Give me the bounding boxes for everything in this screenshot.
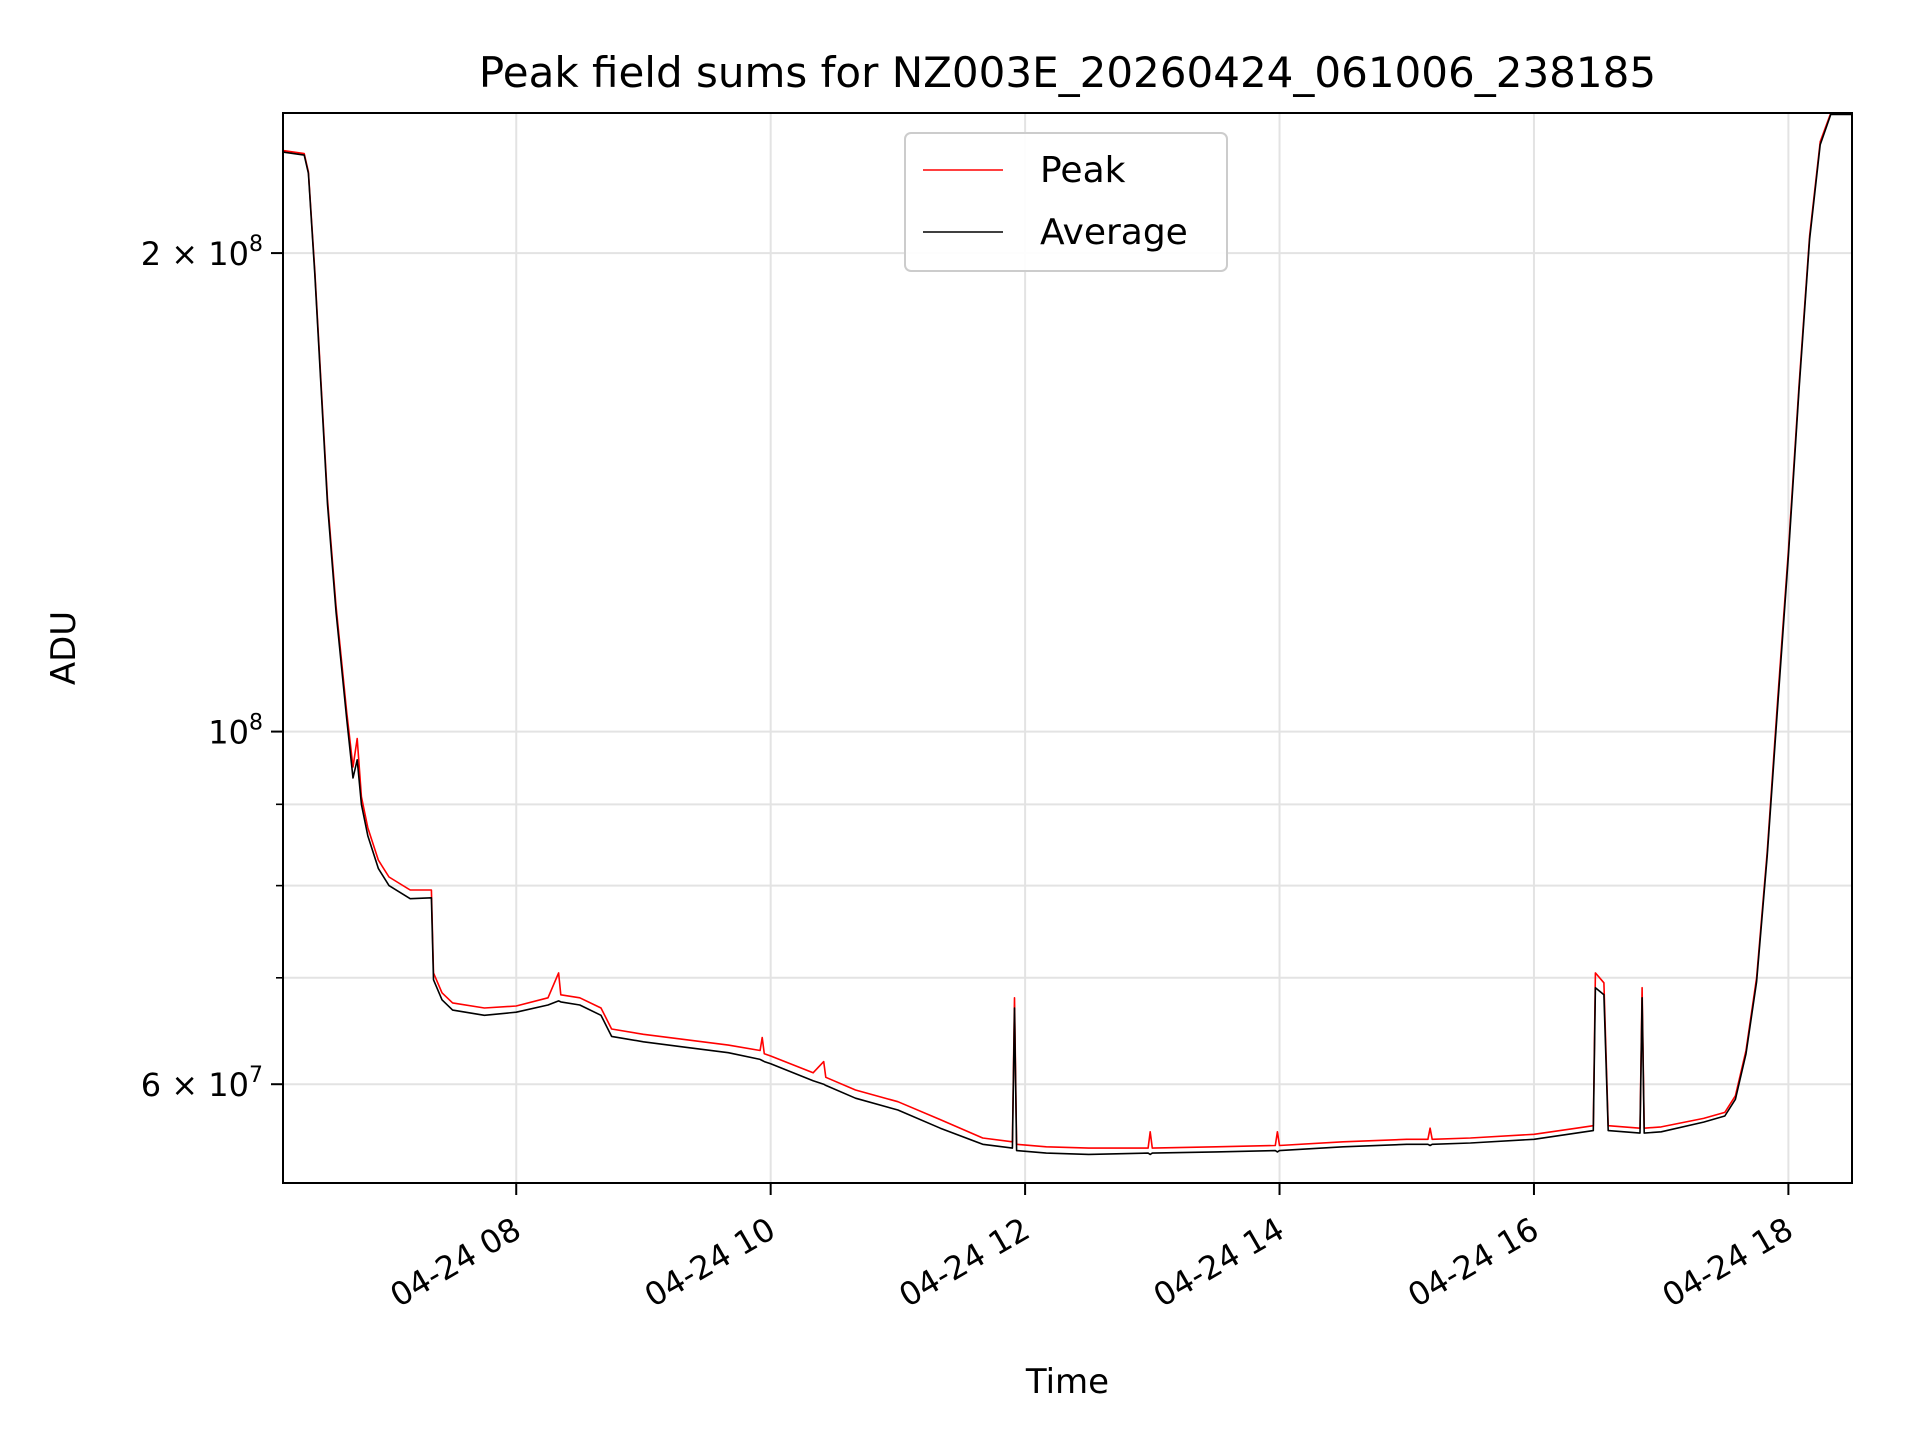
y-tick-label: 6 × 107 <box>141 1063 263 1104</box>
plot-frame <box>282 112 1853 1184</box>
chart-title: Peak field sums for NZ003E_20260424_0610… <box>479 48 1656 97</box>
x-axis-label: Time <box>1025 1362 1109 1402</box>
grid-lines <box>283 113 1852 1183</box>
series-line-average <box>282 113 1852 1156</box>
y-tick-label: 2 × 108 <box>141 232 263 273</box>
legend-label-peak: Peak <box>1040 150 1126 191</box>
y-axis-label: ADU <box>44 611 84 685</box>
series-layer <box>282 112 1852 1156</box>
legend: Peak Average <box>904 132 1228 272</box>
legend-box <box>904 132 1228 272</box>
series-line-peak <box>282 112 1852 1149</box>
legend-label-average: Average <box>1040 212 1188 253</box>
y-tick-label: 108 <box>208 711 263 752</box>
